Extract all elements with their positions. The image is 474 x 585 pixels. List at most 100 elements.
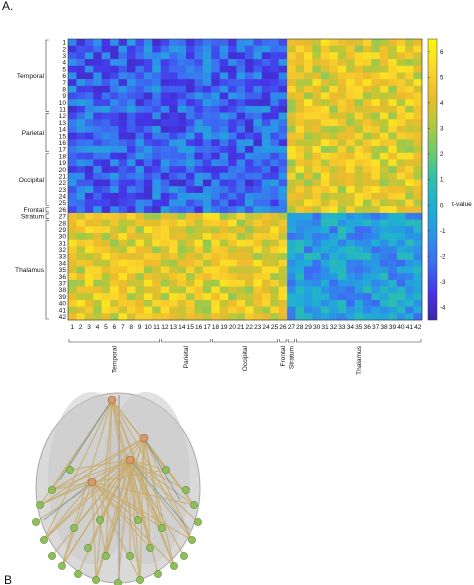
heatmap-cell	[160, 166, 170, 174]
heatmap-cell	[143, 226, 153, 234]
heatmap-cell	[202, 253, 212, 261]
heatmap-cell	[186, 112, 195, 120]
heatmap-cell	[68, 206, 77, 214]
heatmap-cell	[371, 186, 381, 194]
heatmap-cell	[84, 99, 94, 107]
heatmap-cell	[329, 152, 339, 160]
heatmap-cell	[337, 286, 347, 294]
heatmap-cell	[396, 45, 406, 53]
heatmap-cell	[127, 279, 136, 287]
heatmap-cell	[388, 266, 398, 274]
heatmap-cell	[287, 166, 296, 174]
heatmap-cell	[143, 259, 153, 267]
heatmap-cell	[76, 313, 86, 321]
heatmap-cell	[169, 72, 178, 80]
heatmap-cell	[84, 92, 94, 100]
heatmap-cell	[405, 152, 414, 160]
heatmap-cell	[405, 273, 414, 281]
heatmap-cell	[160, 105, 170, 113]
heatmap-cell	[84, 192, 94, 200]
heatmap-cell	[320, 105, 330, 113]
heatmap-cell	[337, 246, 347, 254]
heatmap-cell	[101, 52, 111, 60]
heatmap-cell	[379, 239, 389, 247]
heatmap-cell	[84, 119, 94, 127]
heatmap-cell	[396, 179, 406, 187]
heatmap-cell	[177, 119, 187, 127]
heatmap-cell	[245, 206, 254, 214]
heatmap-cell	[202, 92, 212, 100]
heatmap-cell	[388, 212, 398, 220]
heatmap-cell	[354, 172, 364, 180]
heatmap-cell	[186, 45, 195, 53]
heatmap-cell	[346, 85, 355, 93]
heatmap-cell	[346, 219, 355, 227]
heatmap-cell	[101, 39, 111, 46]
heatmap-cell	[202, 59, 212, 67]
heatmap-cell	[68, 72, 77, 80]
heatmap-cell	[388, 112, 398, 120]
network-node	[84, 544, 92, 552]
heatmap-cell	[337, 306, 347, 314]
heatmap-cell	[228, 39, 237, 46]
column-tick-label: 7	[121, 324, 125, 331]
heatmap-cell	[152, 99, 162, 107]
heatmap-cell	[278, 293, 288, 301]
heatmap-cell	[253, 199, 263, 207]
heatmap-cell	[202, 52, 212, 60]
heatmap-cell	[388, 59, 398, 67]
heatmap-cell	[337, 159, 347, 167]
heatmap-cell	[312, 125, 322, 133]
heatmap-cell	[329, 146, 339, 154]
heatmap-cell	[177, 199, 187, 207]
heatmap-cell	[76, 293, 86, 301]
heatmap-cell	[186, 306, 195, 314]
heatmap-cell	[93, 226, 103, 234]
heatmap-cell	[177, 139, 187, 147]
heatmap-cell	[135, 125, 145, 133]
heatmap-cell	[152, 186, 162, 194]
heatmap-cell	[320, 306, 330, 314]
heatmap-cell	[261, 206, 271, 214]
heatmap-cell	[312, 146, 322, 154]
heatmap-cell	[118, 105, 128, 113]
network-edge-thin	[129, 459, 191, 531]
heatmap-cell	[194, 39, 204, 46]
heatmap-cell	[320, 152, 330, 160]
heatmap-cell	[143, 212, 153, 220]
heatmap-cell	[304, 146, 313, 154]
heatmap-cell	[127, 212, 136, 220]
heatmap-cell	[304, 192, 313, 200]
heatmap-cell	[253, 286, 263, 294]
heatmap-cell	[202, 226, 212, 234]
heatmap-cell	[371, 226, 381, 234]
heatmap-cell	[202, 99, 212, 107]
heatmap-cell	[202, 152, 212, 160]
heatmap-cell	[84, 105, 94, 113]
heatmap-cell	[160, 59, 170, 67]
heatmap-cell	[143, 159, 153, 167]
heatmap-cell	[127, 146, 136, 154]
heatmap-cell	[211, 119, 221, 127]
heatmap-cell	[84, 226, 94, 234]
heatmap-cell	[354, 199, 364, 207]
row-tick-label: 14	[59, 127, 67, 134]
heatmap-cell	[396, 226, 406, 234]
heatmap-cell	[101, 172, 111, 180]
heatmap-cell	[160, 85, 170, 93]
heatmap-cell	[270, 299, 280, 307]
heatmap-cell	[118, 219, 128, 227]
heatmap-cell	[169, 132, 178, 140]
heatmap-cell	[236, 59, 246, 67]
heatmap-cell	[186, 152, 195, 160]
heatmap-cell	[354, 206, 364, 214]
heatmap-cell	[371, 166, 381, 174]
heatmap-cell	[270, 105, 280, 113]
heatmap-cell	[396, 72, 406, 80]
panel-b-label: B	[4, 573, 12, 585]
heatmap-cell	[219, 159, 229, 167]
heatmap-cell	[245, 152, 254, 160]
heatmap-cell	[194, 52, 204, 60]
heatmap-cell	[228, 105, 237, 113]
